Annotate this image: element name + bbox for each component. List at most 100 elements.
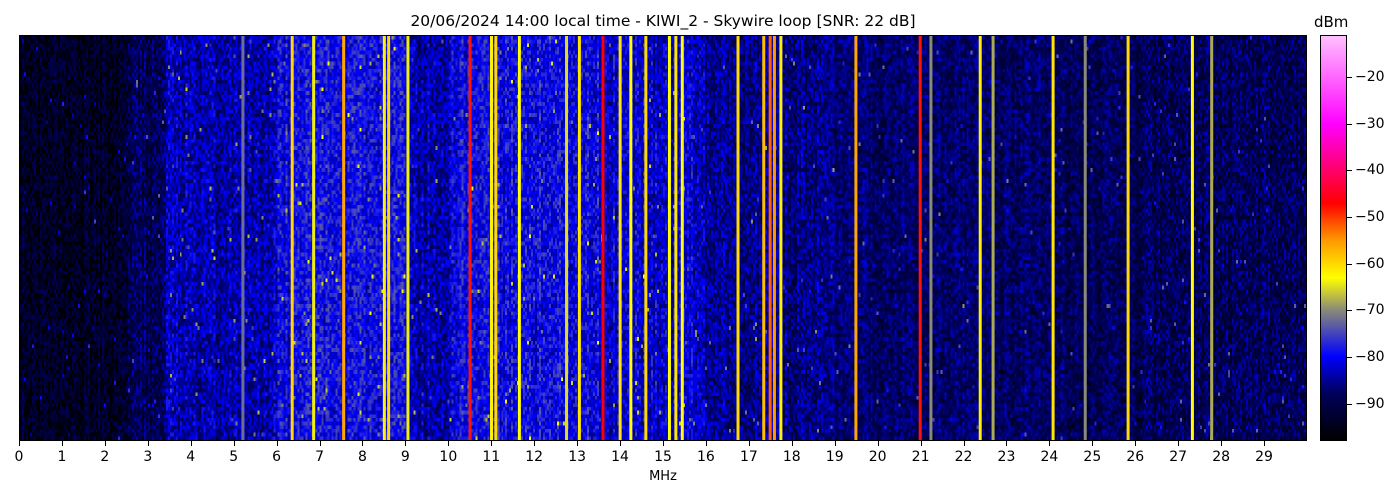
x-tick [491, 441, 493, 446]
signal-line [577, 36, 581, 440]
colorbar-tick [1347, 310, 1352, 312]
x-axis-label: MHz [649, 469, 677, 484]
signal-line [468, 36, 472, 440]
x-tick [705, 441, 707, 446]
signal-line [918, 36, 922, 440]
signal-line [978, 36, 982, 440]
x-tick-label: 13 [568, 449, 587, 465]
x-tick-label: 8 [357, 449, 367, 465]
signal-line [854, 36, 858, 440]
x-tick [319, 441, 321, 446]
colorbar-tick [1347, 357, 1352, 358]
x-tick [791, 441, 793, 446]
signal-line [779, 36, 783, 440]
x-tick [147, 441, 149, 446]
x-tick [19, 441, 20, 446]
x-tick-label: 4 [186, 449, 196, 465]
signal-line [601, 36, 605, 440]
signal-line [1190, 36, 1194, 440]
x-tick [748, 441, 750, 446]
signal-line [768, 36, 772, 440]
x-tick-label: 15 [654, 449, 672, 465]
colorbar-tick-label: −80 [1355, 349, 1385, 365]
x-tick-label: 19 [825, 449, 844, 465]
colorbar-tick-label: −70 [1355, 302, 1385, 319]
x-tick-label: 1 [57, 449, 67, 465]
signal-line [644, 36, 648, 440]
signal-line [667, 36, 671, 440]
x-tick-label: 20 [868, 449, 887, 465]
x-tick-label: 2 [100, 449, 110, 465]
x-tick-label: 22 [954, 449, 973, 465]
x-tick [104, 441, 106, 446]
x-tick [1049, 441, 1051, 446]
x-tick-label: 23 [997, 449, 1016, 465]
x-tick-label: 17 [739, 449, 758, 465]
colorbar-tick [1347, 217, 1352, 218]
x-tick [362, 441, 364, 446]
signal-line [929, 36, 933, 440]
x-tick [663, 441, 664, 446]
colorbar-tick [1347, 263, 1352, 265]
signal-line [490, 36, 494, 440]
colorbar-tick [1347, 123, 1352, 125]
signal-line [736, 36, 740, 440]
colorbar-tick-label: −40 [1355, 162, 1385, 179]
x-tick-label: 29 [1255, 449, 1273, 465]
x-tick-label: 24 [1040, 449, 1059, 465]
signal-line [991, 36, 995, 440]
x-tick [1221, 441, 1223, 446]
signal-line [772, 36, 776, 440]
x-tick [1135, 441, 1137, 446]
signal-line [290, 36, 294, 440]
x-tick [920, 441, 922, 446]
colorbar-tick [1347, 403, 1352, 405]
colorbar-tick [1347, 170, 1352, 172]
x-tick [190, 441, 192, 446]
x-tick-label: 27 [1169, 449, 1188, 465]
x-tick-label: 16 [697, 449, 715, 465]
x-tick [534, 441, 536, 446]
signal-line [517, 36, 521, 440]
x-tick-label: 14 [611, 449, 629, 465]
signal-line [1051, 36, 1055, 440]
x-tick-label: 26 [1126, 449, 1145, 465]
x-tick [448, 441, 450, 446]
colorbar-tick-label: −30 [1355, 115, 1385, 132]
signal-line [382, 36, 386, 440]
x-tick [61, 441, 63, 446]
colorbar-tick [1347, 77, 1352, 78]
signal-line [494, 36, 498, 440]
signal-line [1210, 36, 1214, 440]
signal-line [618, 36, 622, 440]
x-tick [834, 441, 836, 446]
signal-line [1083, 36, 1087, 440]
signal-line [312, 36, 316, 440]
x-tick [963, 441, 965, 446]
x-tick-label: 28 [1212, 449, 1231, 465]
signal-lines [241, 36, 1214, 440]
x-tick-label: 25 [1083, 449, 1102, 465]
signal-line [762, 36, 766, 440]
x-tick [1264, 441, 1266, 446]
signal-line [387, 36, 391, 440]
colorbar [1320, 35, 1347, 441]
x-tick-label: 7 [315, 449, 324, 465]
colorbar-tick-label: −20 [1355, 69, 1385, 85]
signal-line [680, 36, 684, 440]
x-tick [276, 441, 278, 446]
x-tick [877, 441, 879, 446]
x-tick [620, 441, 622, 446]
noise-floor-heatmap [20, 36, 1306, 440]
signal-line [629, 36, 633, 440]
x-tick [233, 441, 235, 446]
colorbar-tick-label: −60 [1355, 255, 1385, 272]
colorbar-tick-label: −90 [1355, 395, 1385, 412]
x-tick-label: 3 [143, 449, 153, 465]
signal-line [1126, 36, 1130, 440]
spectrogram-plot-area [19, 35, 1307, 441]
x-tick [1178, 441, 1180, 446]
x-tick [405, 441, 407, 446]
x-tick-label: 18 [782, 449, 801, 465]
